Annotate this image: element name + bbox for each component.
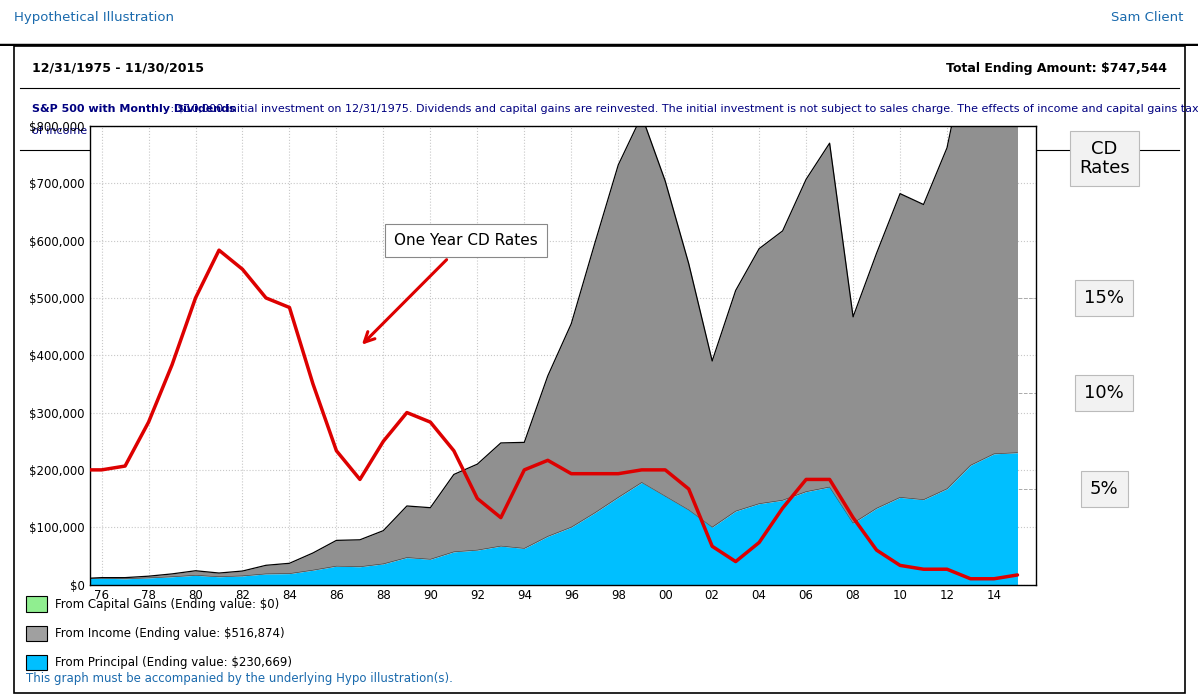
Bar	[26, 596, 47, 612]
Text: of income and capital gains taxes are not demonstrated.: of income and capital gains taxes are no…	[32, 127, 349, 136]
Text: From Principal (Ending value: $230,669): From Principal (Ending value: $230,669)	[55, 656, 292, 669]
Text: 5%: 5%	[1090, 480, 1119, 498]
Text: S&P 500 with Monthly Dividends: S&P 500 with Monthly Dividends	[32, 104, 236, 114]
Text: One Year CD Rates: One Year CD Rates	[364, 233, 538, 342]
Text: : $10,000 initial investment on 12/31/1975. Dividends and capital gains are rein: : $10,000 initial investment on 12/31/19…	[167, 104, 1198, 114]
Bar	[26, 655, 47, 670]
Text: Total Ending Amount: $747,544: Total Ending Amount: $747,544	[946, 62, 1167, 75]
Text: CD
Rates: CD Rates	[1079, 140, 1130, 177]
Text: Hypothetical Illustration: Hypothetical Illustration	[14, 10, 175, 24]
Text: 12/31/1975 - 11/30/2015: 12/31/1975 - 11/30/2015	[32, 62, 204, 75]
Text: 15%: 15%	[1084, 289, 1124, 307]
Text: Sam Client: Sam Client	[1112, 10, 1184, 24]
Text: 10%: 10%	[1084, 384, 1124, 402]
Text: This graph must be accompanied by the underlying Hypo illustration(s).: This graph must be accompanied by the un…	[26, 673, 453, 685]
Text: From Income (Ending value: $516,874): From Income (Ending value: $516,874)	[55, 626, 285, 640]
Bar	[26, 626, 47, 641]
Text: From Capital Gains (Ending value: $0): From Capital Gains (Ending value: $0)	[55, 598, 280, 610]
